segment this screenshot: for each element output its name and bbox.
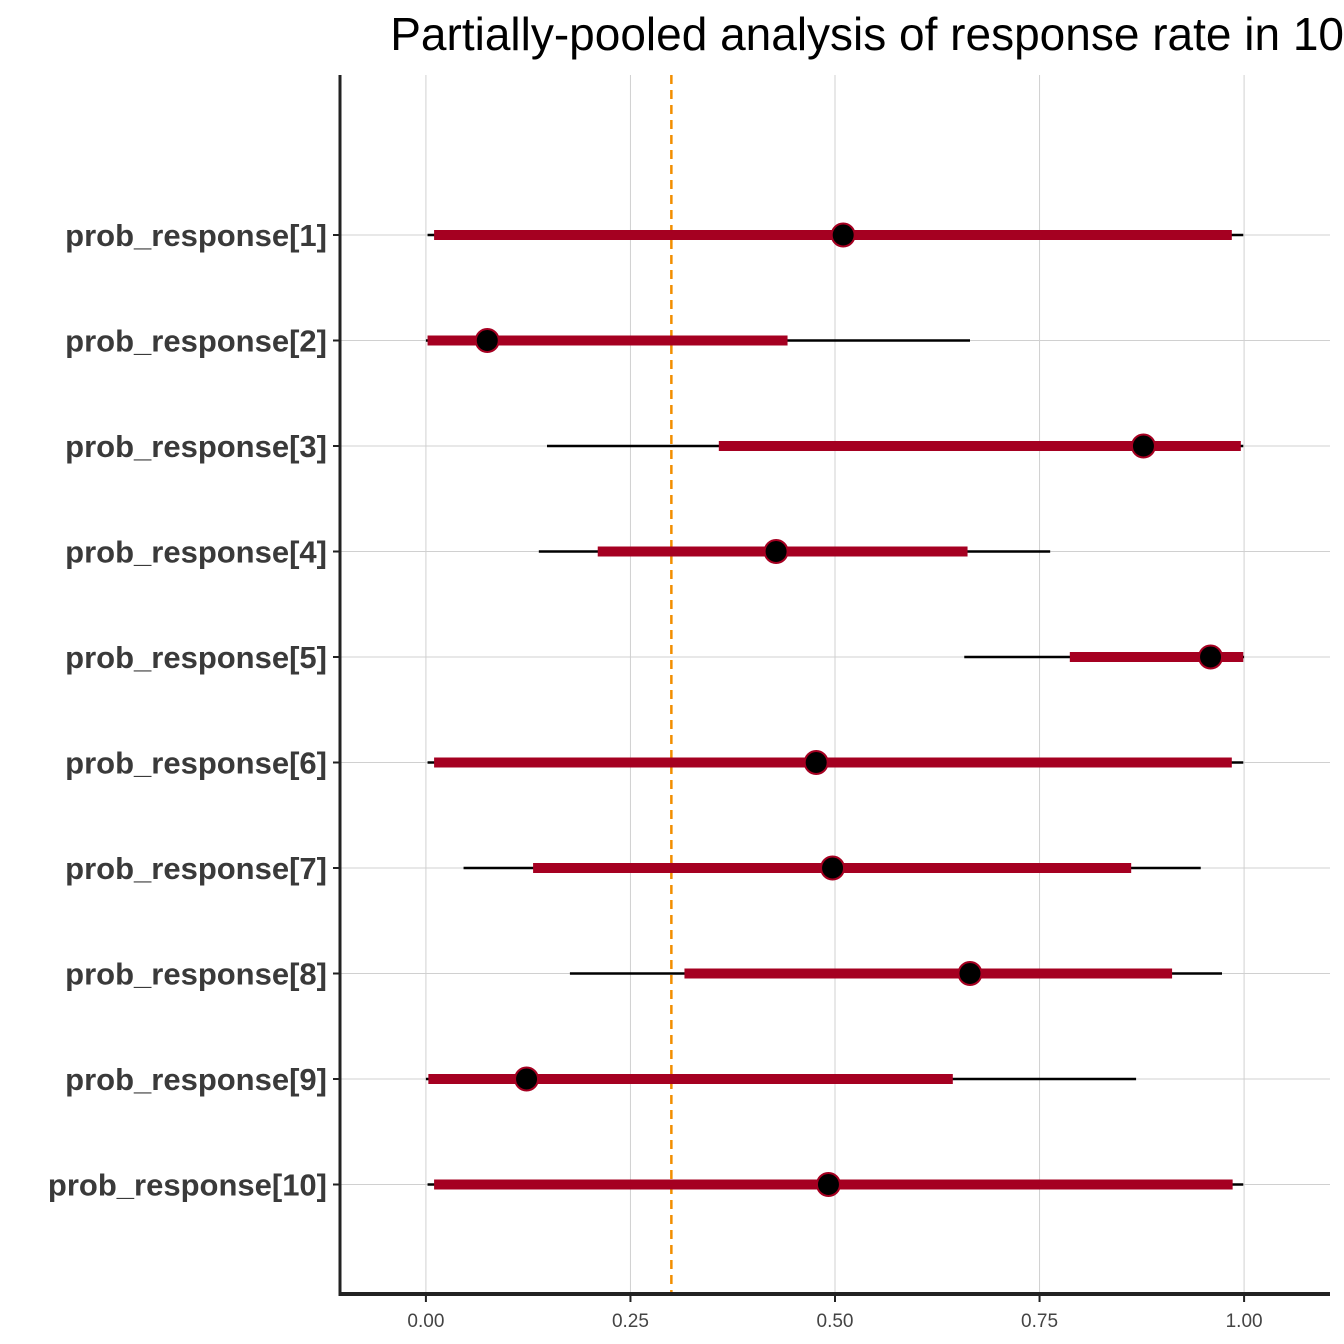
y-tick-label-9: prob_response[9] [65,1062,327,1097]
median-point-7 [820,855,846,881]
y-tick-label-1: prob_response[1] [65,218,327,253]
median-point-4 [763,539,789,564]
y-tick-label-4: prob_response[4] [65,535,327,570]
axis-layer: prob_response[1] prob_response[2] prob_res… [48,75,1330,1332]
chart-title: Partially-pooled analysis of response ra… [390,8,1344,60]
median-point-10 [815,1172,841,1197]
y-tick-label-10: prob_response[10] [48,1168,327,1203]
median-point-9 [514,1066,540,1092]
y-tick-label-6: prob_response[6] [65,746,327,781]
interval-layer [425,222,1245,1197]
x-tick-label-0: 0.00 [407,1311,444,1332]
x-tick-label-4: 1.00 [1226,1311,1263,1332]
y-tick-label-7: prob_response[7] [65,851,327,886]
x-tick-label-3: 0.75 [1021,1311,1058,1332]
x-tick-label-1: 0.25 [612,1311,649,1332]
median-point-8 [957,961,983,986]
median-point-1 [830,222,856,248]
x-tick-label-2: 0.50 [817,1311,854,1332]
median-point-3 [1130,433,1156,459]
y-tick-label-5: prob_response[5] [65,640,327,675]
median-point-5 [1198,644,1224,670]
grid-layer [340,75,1330,1294]
median-point-6 [803,750,829,775]
median-point-2 [474,328,500,353]
y-tick-label-2: prob_response[2] [65,324,327,359]
y-tick-label-3: prob_response[3] [65,429,327,464]
y-tick-label-8: prob_response[8] [65,957,327,992]
